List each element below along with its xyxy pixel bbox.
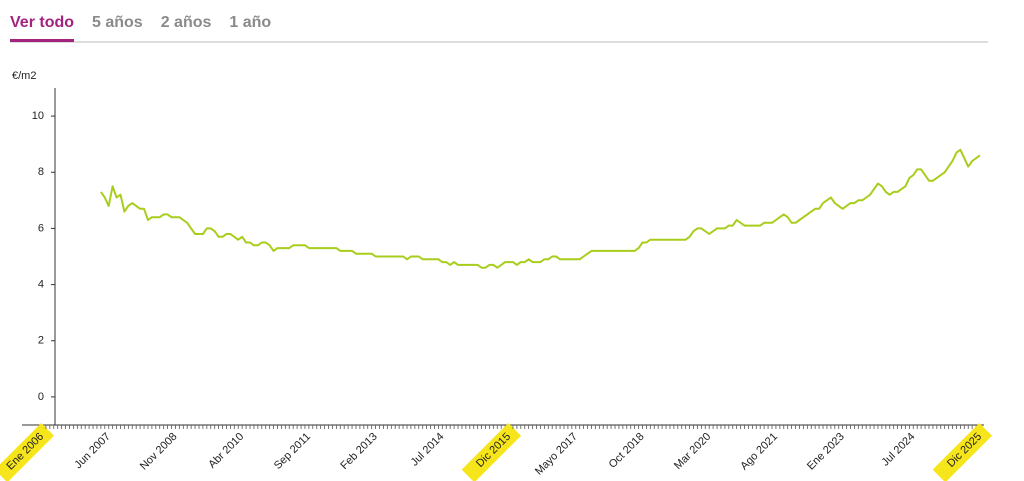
y-tick-label: 0 — [38, 391, 44, 403]
x-tick-label: Ene 2006 — [4, 431, 46, 473]
x-tick-label: Mar 2020 — [672, 431, 713, 472]
x-tick-label: Jun 2007 — [72, 431, 112, 471]
y-tick-label: 6 — [38, 222, 44, 234]
y-axis-label: €/m2 — [12, 70, 36, 82]
range-tab[interactable]: 1 año — [229, 14, 272, 31]
y-tick-label: 8 — [38, 166, 44, 178]
range-tab[interactable]: 2 años — [160, 14, 212, 31]
x-tick-label: Jul 2014 — [409, 431, 447, 469]
x-tick-label: Dic 2015 — [474, 431, 513, 470]
tick-highlight — [932, 422, 993, 481]
y-tick-label: 4 — [38, 278, 44, 290]
price-line — [100, 148, 981, 269]
x-tick-label: Feb 2013 — [338, 431, 379, 472]
x-tick-label: Mayo 2017 — [533, 431, 580, 478]
tick-highlight — [0, 422, 55, 481]
x-tick-label: Ene 2023 — [805, 431, 847, 473]
x-tick-label: Ago 2021 — [738, 431, 780, 473]
y-tick-label: 2 — [38, 335, 44, 347]
tick-highlight — [461, 422, 522, 481]
range-tabs: Ver todo 5 años 2 años 1 año — [10, 0, 988, 43]
x-tick-label: Jul 2024 — [880, 431, 918, 469]
range-tab[interactable]: 5 años — [92, 14, 143, 31]
x-tick-label: Nov 2008 — [138, 431, 180, 473]
x-tick-label: Oct 2018 — [607, 431, 647, 471]
x-tick-label: Sep 2011 — [272, 431, 313, 472]
x-tick-label: Dic 2025 — [945, 431, 984, 470]
range-tab[interactable]: Ver todo — [10, 0, 75, 42]
y-tick-label: 10 — [32, 110, 44, 122]
x-tick-label: Abr 2010 — [206, 431, 246, 471]
